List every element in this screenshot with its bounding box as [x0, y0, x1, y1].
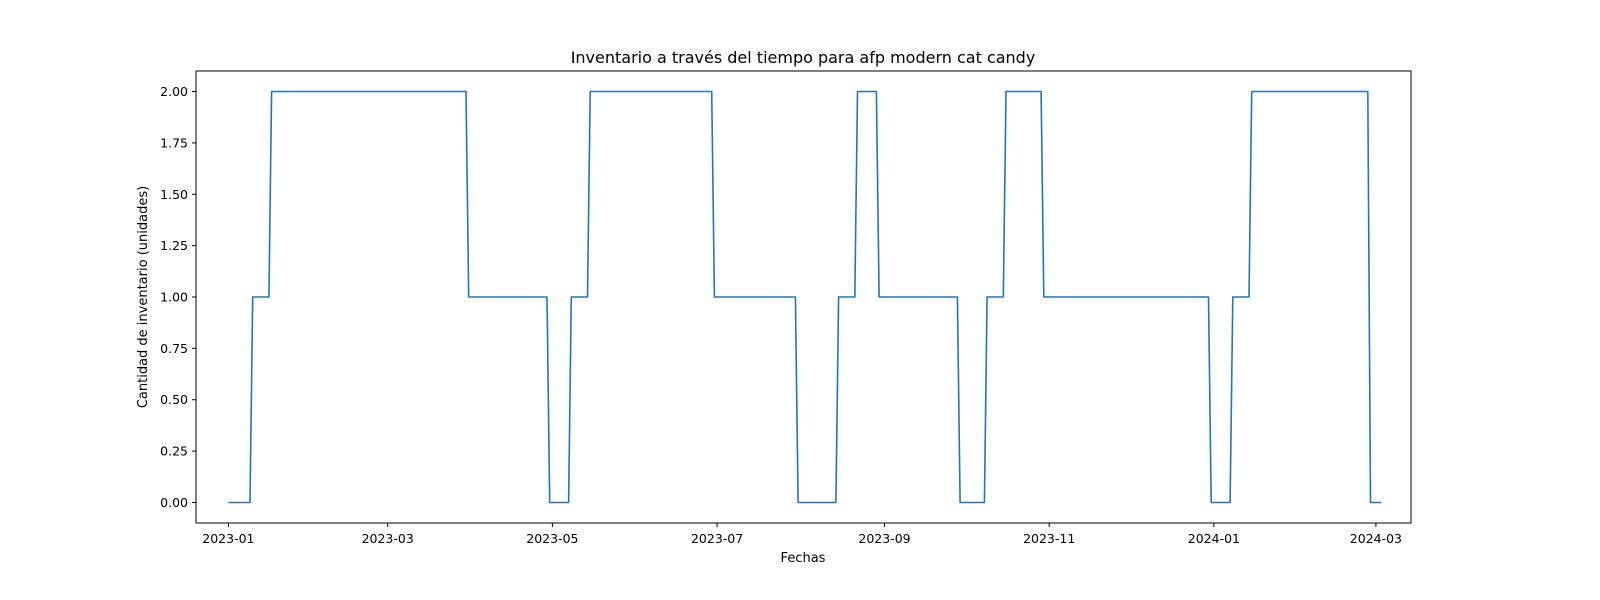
x-tick-label: 2023-11 [1023, 531, 1075, 546]
x-axis: 2023-01 2023-03 2023-05 2023-07 2023-09 2023-… [202, 523, 1402, 546]
y-tick-label: 1.75 [160, 135, 188, 150]
y-tick-label: 1.50 [160, 187, 188, 202]
y-tick-label: 0.00 [160, 495, 188, 510]
y-tick-label: 2.00 [160, 84, 188, 99]
series-line-0 [228, 90, 1382, 504]
y-axis-label: Cantidad de inventario (unidades) [136, 186, 151, 408]
x-tick-label: 2024-01 [1188, 531, 1240, 546]
x-tick-label: 2023-01 [202, 531, 254, 546]
plot-area [195, 70, 1412, 524]
x-tick-label: 2023-03 [362, 531, 414, 546]
y-tick-label: 1.25 [160, 238, 188, 253]
y-axis: 0.00 0.25 0.50 0.75 1.00 1.25 1.50 1.75 2.00 [160, 84, 196, 510]
y-tick-label: 0.25 [160, 444, 188, 459]
x-axis-label: Fechas [781, 551, 826, 566]
x-tick-label: 2023-09 [858, 531, 910, 546]
x-tick-label: 2023-07 [691, 531, 743, 546]
y-tick-label: 0.75 [160, 341, 188, 356]
x-tick-label: 2024-03 [1350, 531, 1402, 546]
chart-title: Inventario a través del tiempo para afp … [571, 48, 1036, 67]
x-tick-label: 2023-05 [526, 531, 578, 546]
y-tick-label: 1.00 [160, 290, 188, 305]
y-tick-label: 0.50 [160, 392, 188, 407]
plot-frame [195, 70, 1412, 524]
